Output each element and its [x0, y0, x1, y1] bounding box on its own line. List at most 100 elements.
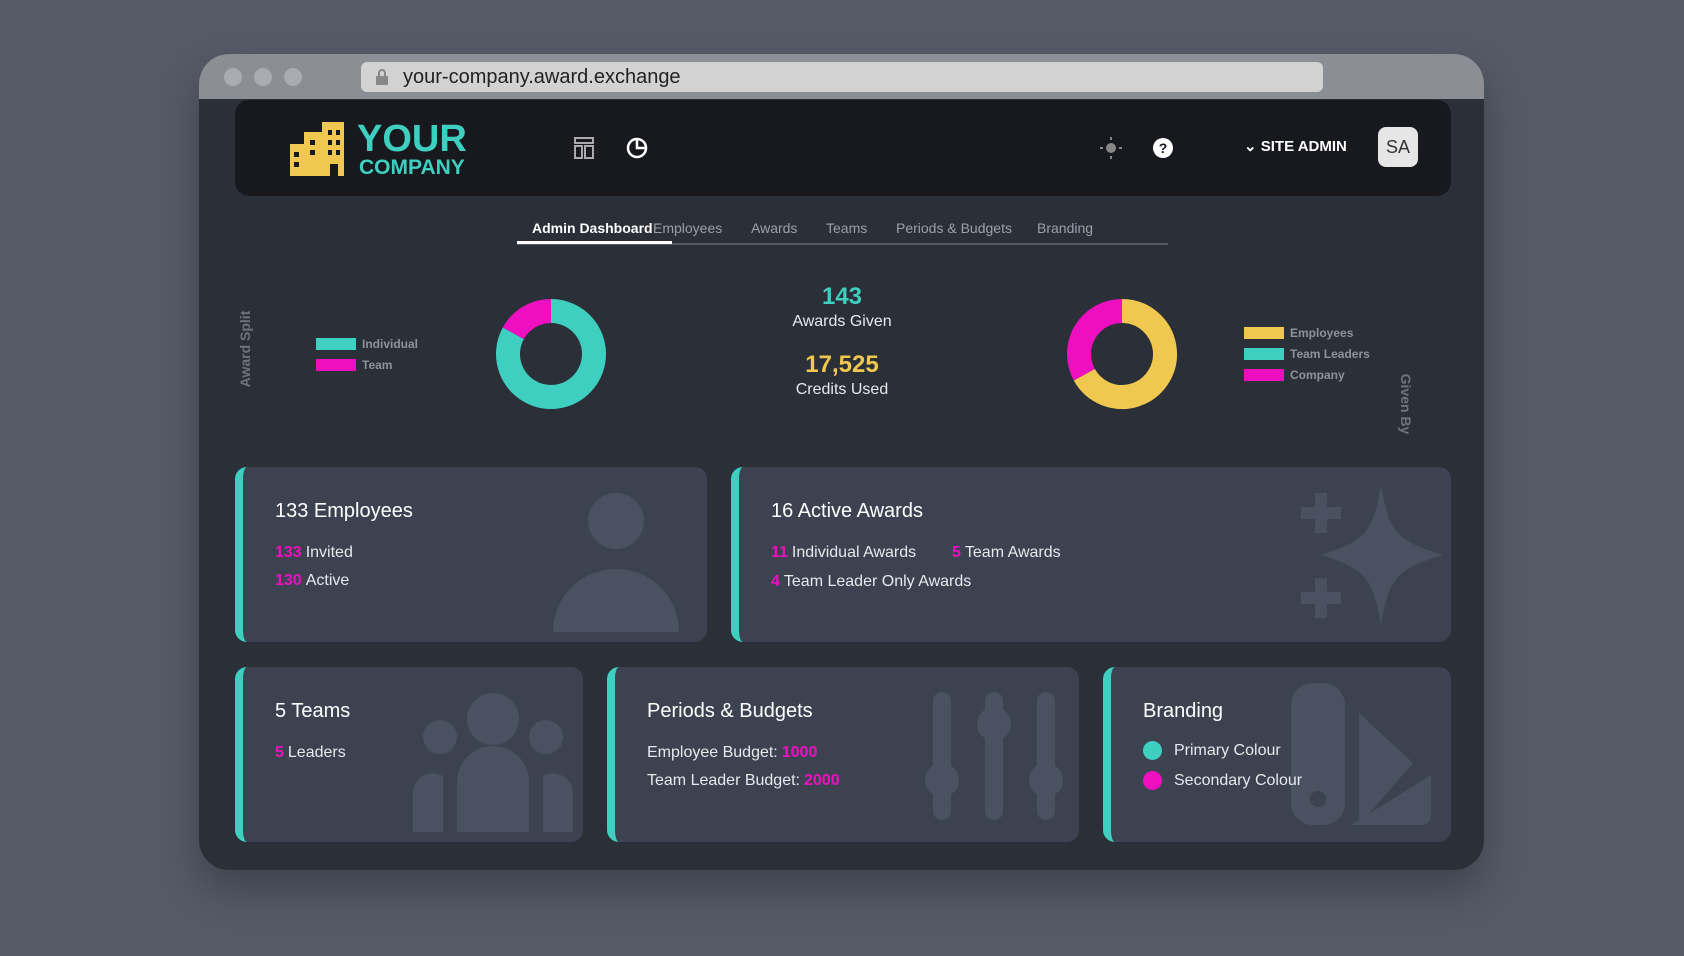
count: 130: [275, 572, 302, 589]
card-line: Employee Budget: 1000: [647, 744, 817, 762]
legend-label: Team: [362, 358, 393, 372]
tab[interactable]: Branding: [1037, 220, 1094, 236]
count: 133: [275, 544, 302, 561]
label: Team Leader Budget:: [647, 772, 800, 789]
legend-label: Individual: [362, 337, 419, 351]
url-bar[interactable]: your-company.award.exchange: [361, 62, 1323, 92]
label: Secondary Colour: [1174, 771, 1303, 789]
branding-card[interactable]: Branding Primary Colour Secondary Colour: [1103, 667, 1451, 842]
label: Primary Colour: [1174, 741, 1281, 759]
label: Individual Awards: [791, 544, 917, 561]
avatar[interactable]: SA: [1378, 127, 1418, 167]
browser-window: your-company.award.exchange YOUR COMPANY…: [199, 54, 1484, 870]
legend-swatch: [1244, 369, 1284, 381]
user-name: SITE ADMIN: [1260, 138, 1347, 155]
logo-icon: [290, 122, 344, 176]
label: Team Awards: [964, 544, 1061, 561]
card-title: 5 Teams: [275, 700, 351, 722]
title-bar: your-company.award.exchange: [199, 54, 1484, 99]
layout-icon[interactable]: [574, 137, 594, 159]
card-line: 133 Invited: [275, 544, 353, 562]
card-icon: [413, 693, 573, 832]
tab[interactable]: Periods & Budgets: [896, 220, 1012, 236]
tab-rule: [517, 243, 1168, 245]
legend-label: Employees: [1290, 326, 1354, 340]
tab[interactable]: Admin Dashboard: [532, 220, 653, 236]
label: Active: [305, 572, 350, 589]
legend-item: Company: [1244, 368, 1370, 382]
label: Team Leader Only Awards: [783, 573, 972, 590]
label: Leaders: [287, 744, 346, 761]
budget: 2000: [804, 772, 840, 789]
stat-label: Awards Given: [792, 313, 892, 330]
window-button[interactable]: [254, 68, 272, 86]
teams-card[interactable]: 5 Teams 5 Leaders: [235, 667, 583, 842]
tab[interactable]: Awards: [751, 220, 798, 236]
periods-card[interactable]: Periods & Budgets Employee Budget: 1000 T…: [607, 667, 1079, 842]
card-icon: [553, 493, 679, 632]
stat-label: Credits Used: [795, 381, 889, 398]
chart-title: Award Split: [237, 310, 253, 388]
color-dot: [1143, 741, 1162, 760]
stat-value: 143: [821, 283, 863, 310]
chart-title: Given By: [1398, 373, 1414, 435]
chart-icon[interactable]: [625, 136, 649, 160]
card-line: 130 Active: [275, 572, 349, 590]
card-line: 4 Team Leader Only Awards: [771, 573, 971, 591]
window-button[interactable]: [224, 68, 242, 86]
card-line: Secondary Colour: [1143, 771, 1302, 790]
count: 4: [771, 573, 780, 590]
app-header: YOUR COMPANY ? ⌄ SITE ADMIN SA: [235, 100, 1451, 196]
card-icon: [1301, 485, 1443, 625]
card-line: 11 Individual Awards: [771, 544, 916, 562]
legend-item: Individual: [316, 337, 418, 351]
legend: Employees Team Leaders Company: [1244, 326, 1370, 389]
count: 5: [275, 744, 284, 761]
legend-item: Employees: [1244, 326, 1370, 340]
count: 5: [952, 544, 961, 561]
budget: 1000: [781, 744, 818, 761]
stats: 143 Awards Given 17,525 Credits Used: [742, 283, 942, 399]
legend-swatch: [1244, 327, 1284, 339]
color-dot: [1143, 771, 1162, 790]
card-line: Team Leader Budget: 2000: [647, 772, 840, 790]
employees-card[interactable]: 133 Employees 133 Invited 130 Active: [235, 467, 707, 642]
tab[interactable]: Employees: [653, 220, 723, 236]
theme-icon[interactable]: [1100, 137, 1122, 159]
window-button[interactable]: [284, 68, 302, 86]
label: Invited: [305, 544, 353, 561]
legend-item: Team: [316, 358, 418, 372]
card-line: 5 Team Awards: [952, 544, 1061, 562]
card-icon: [925, 692, 1063, 820]
award-split-donut: [496, 299, 606, 409]
user-menu[interactable]: ⌄ SITE ADMIN: [1244, 138, 1347, 155]
tab-bar: Admin Dashboard Employees Awards Teams Perio…: [517, 54, 1168, 254]
card-title: 133 Employees: [275, 500, 413, 522]
awards-card[interactable]: 16 Active Awards 11 Individual Awards 5 Te…: [731, 467, 1451, 642]
url-text: your-company.award.exchange: [403, 66, 681, 88]
card-line: 5 Leaders: [275, 744, 346, 762]
help-icon[interactable]: ?: [1152, 137, 1174, 159]
legend-label: Team Leaders: [1290, 347, 1370, 361]
svg-text:?: ?: [1159, 140, 1168, 156]
donut-slice: [1067, 299, 1123, 381]
tab[interactable]: Teams: [826, 220, 868, 236]
count: 11: [771, 544, 788, 561]
legend-item: Team Leaders: [1244, 347, 1370, 361]
card-line: Primary Colour: [1143, 741, 1281, 760]
legend-label: Company: [1290, 368, 1345, 382]
donut-slice: [496, 299, 606, 409]
tab-underline: [517, 241, 672, 244]
card-icon: [1291, 683, 1431, 825]
legend-swatch: [1244, 348, 1284, 360]
donut-slice: [1073, 299, 1177, 409]
donut-slice: [502, 299, 552, 340]
stat-value: 17,525: [805, 351, 879, 378]
legend: Individual Team: [316, 337, 418, 379]
card-title: 16 Active Awards: [771, 500, 923, 522]
legend-swatch: [316, 338, 356, 350]
logo-text: YOUR: [357, 118, 467, 160]
label: Employee Budget:: [647, 744, 778, 761]
given-by-donut: [1067, 299, 1177, 409]
